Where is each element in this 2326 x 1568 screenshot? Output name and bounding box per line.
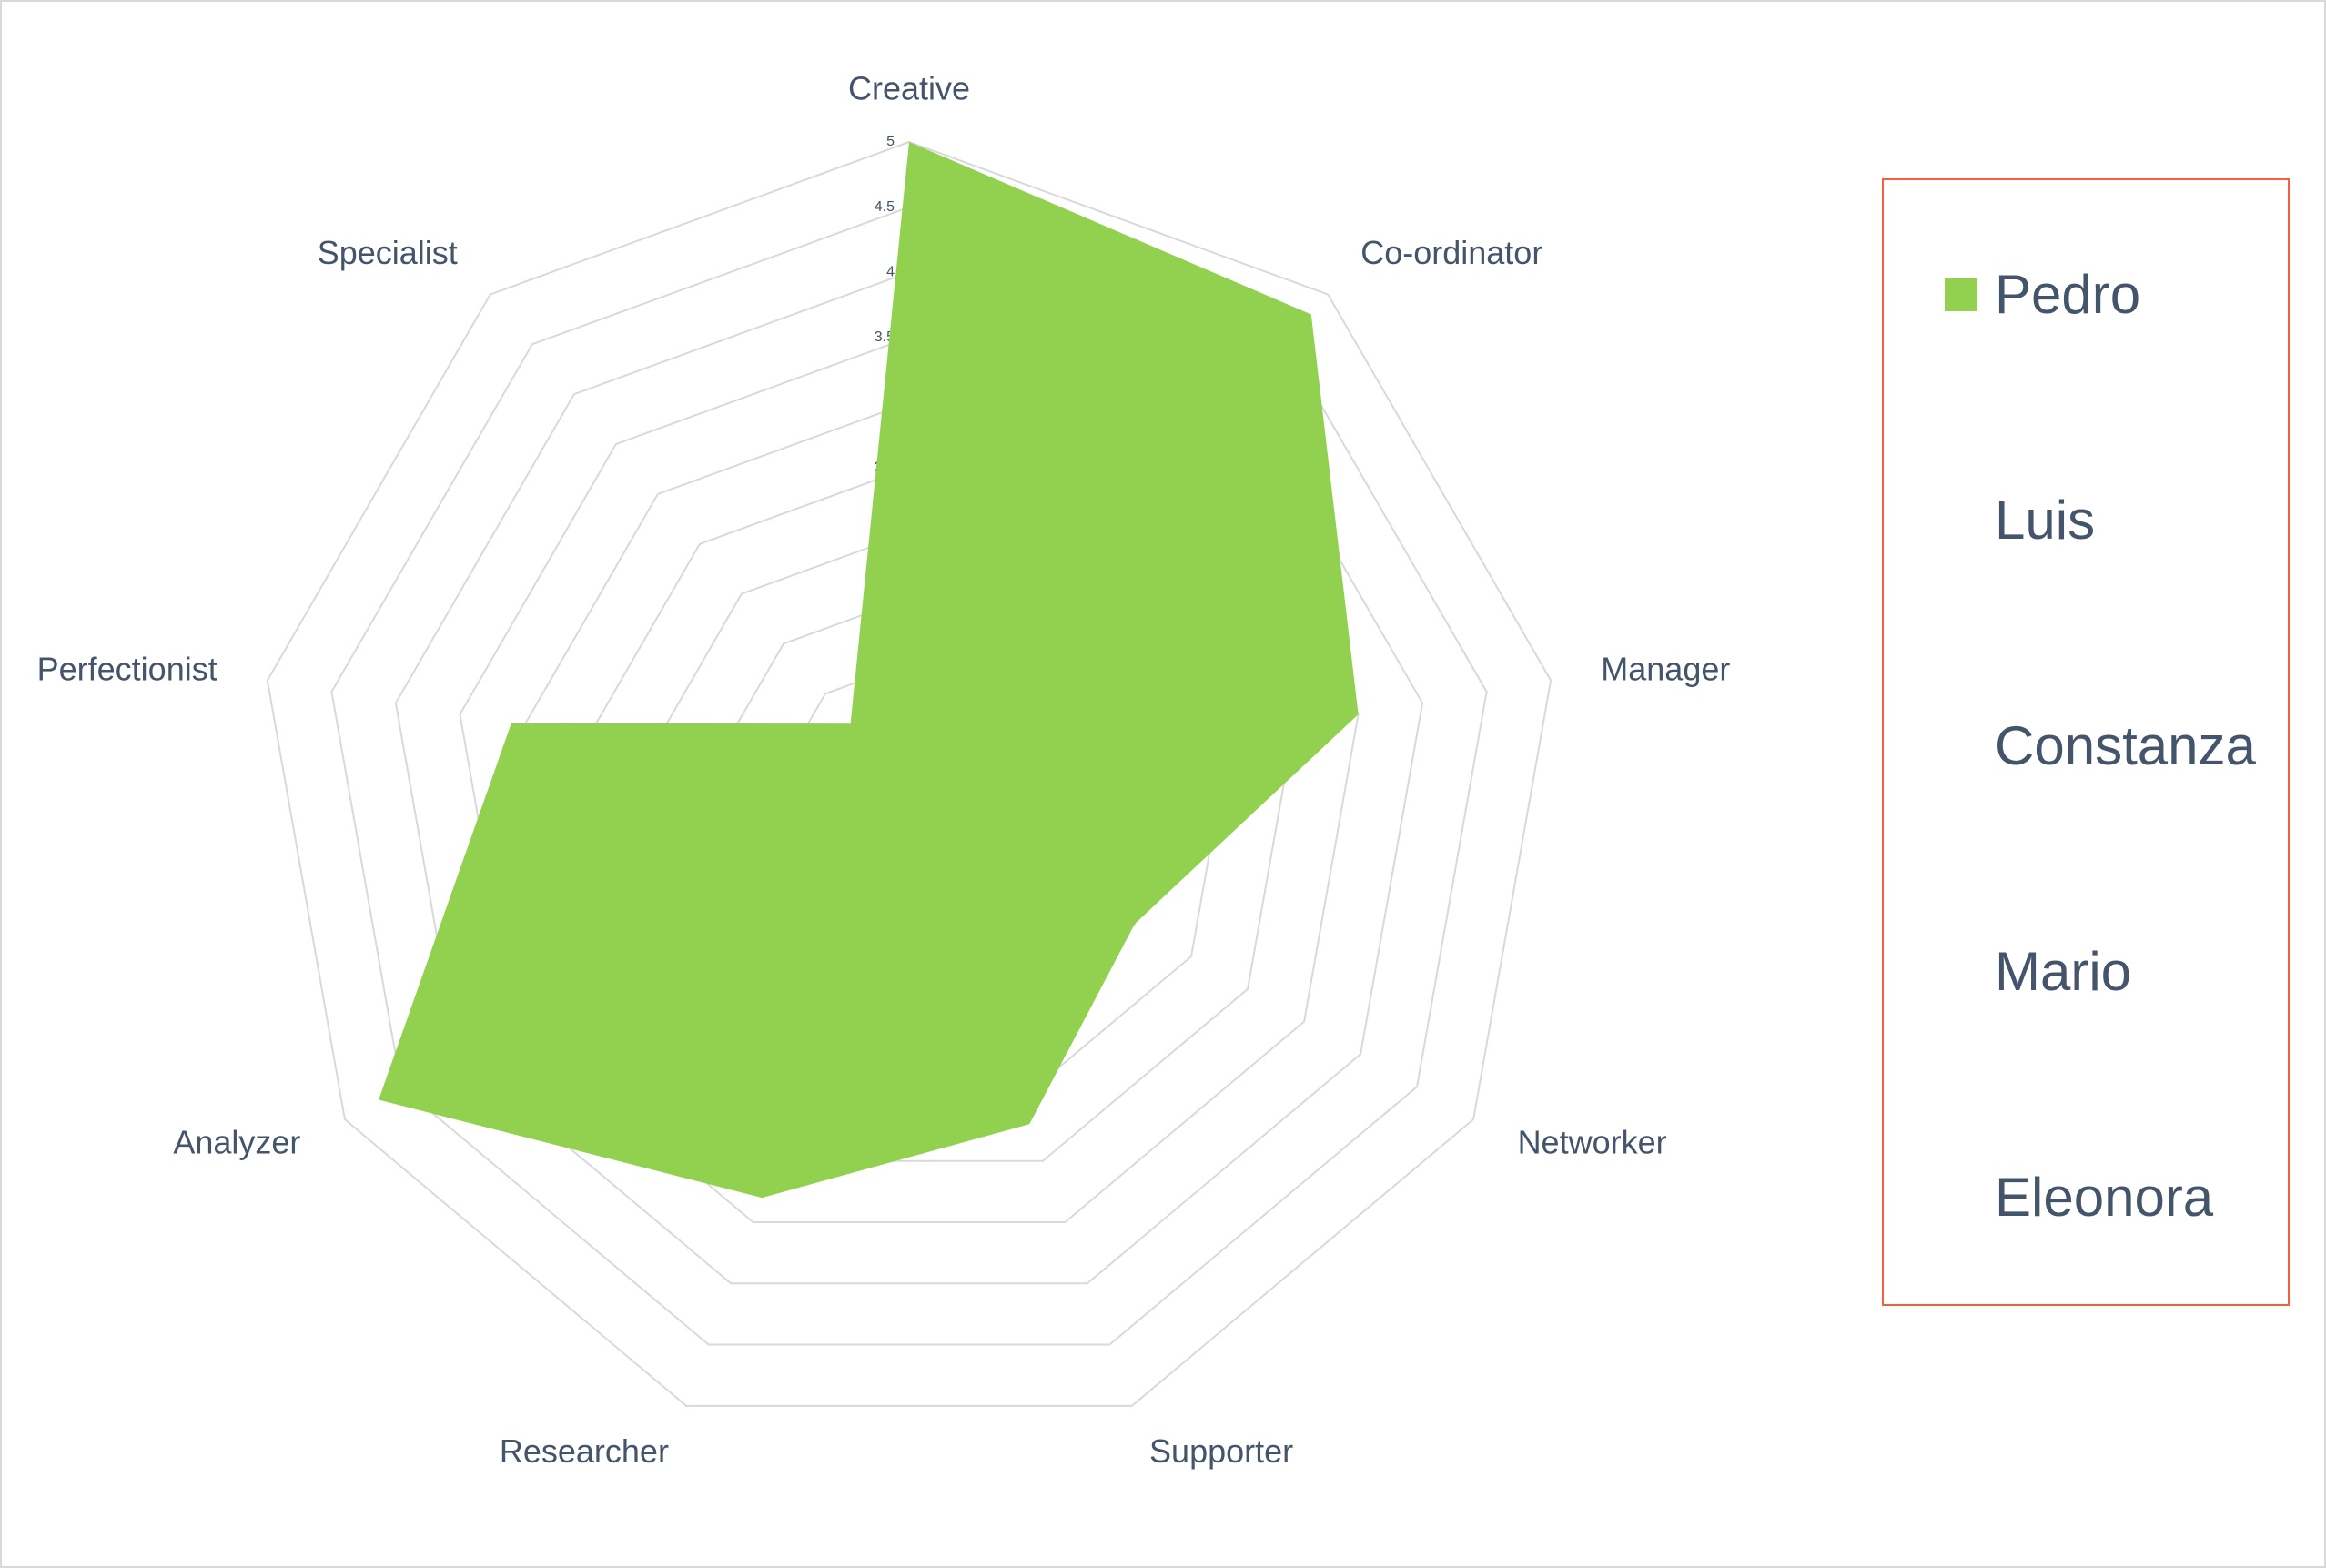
axis-label: Manager: [1601, 650, 1730, 687]
r-tick-label: 5: [886, 134, 895, 149]
legend-text: Constanza: [1995, 715, 2256, 776]
axis-label: Creative: [848, 70, 970, 107]
r-tick-label: 4: [886, 264, 895, 279]
grid-ring: [330, 206, 1488, 1346]
axis-label: Co-ordinator: [1360, 234, 1542, 271]
axis-label: Specialist: [318, 234, 458, 271]
axis-label: Supporter: [1149, 1432, 1293, 1470]
grid-ring: [266, 140, 1552, 1407]
legend-text: Luis: [1995, 490, 2095, 551]
axis-label: Networker: [1518, 1124, 1667, 1161]
legend-text: Eleonora: [1995, 1167, 2214, 1228]
axis-label: Perfectionist: [37, 650, 217, 687]
r-tick-label: 4.5: [875, 199, 895, 215]
legend-text: Pedro: [1995, 264, 2140, 325]
legend-box: [1882, 178, 2290, 1306]
axis-label: Analyzer: [173, 1124, 300, 1161]
legend-text: Mario: [1995, 941, 2131, 1002]
axis-label: Researcher: [500, 1432, 669, 1470]
series-area: [379, 142, 1359, 1199]
legend-swatch: [1945, 278, 1977, 311]
